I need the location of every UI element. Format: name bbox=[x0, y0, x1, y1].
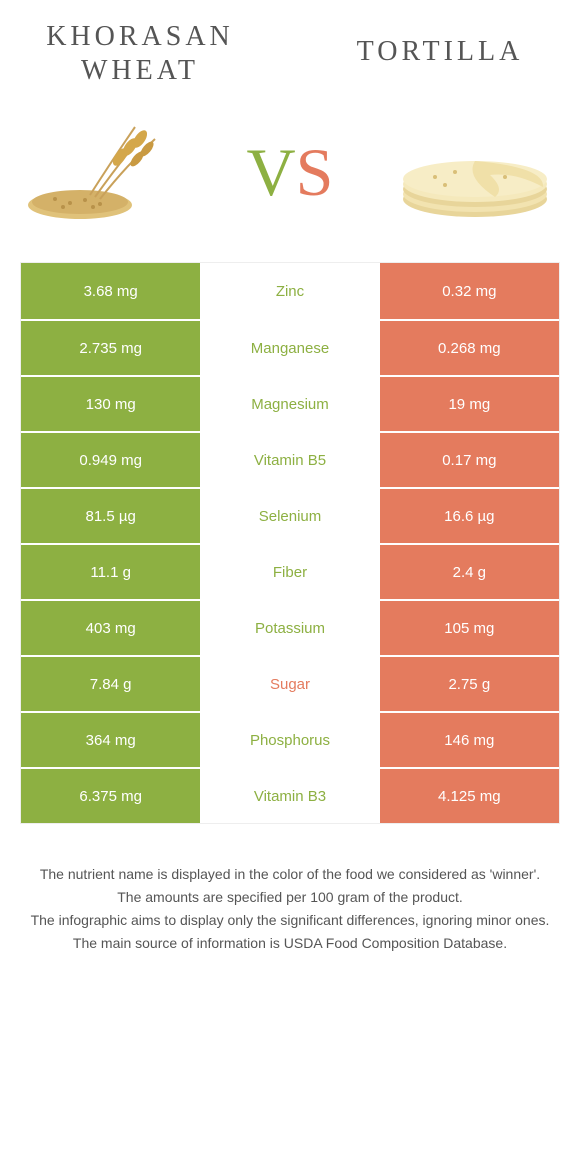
nutrient-label: Selenium bbox=[200, 489, 379, 543]
table-row: 81.5 µgSelenium16.6 µg bbox=[21, 487, 559, 543]
right-value: 16.6 µg bbox=[380, 489, 559, 543]
footer-line: The main source of information is USDA F… bbox=[30, 933, 550, 954]
nutrient-label: Manganese bbox=[200, 321, 379, 375]
right-value: 0.17 mg bbox=[380, 433, 559, 487]
right-value: 4.125 mg bbox=[380, 769, 559, 823]
footer-line: The infographic aims to display only the… bbox=[30, 910, 550, 931]
left-value: 11.1 g bbox=[21, 545, 200, 599]
nutrient-label: Vitamin B3 bbox=[200, 769, 379, 823]
left-value: 3.68 mg bbox=[21, 263, 200, 319]
nutrient-table: 3.68 mgZinc0.32 mg2.735 mgManganese0.268… bbox=[20, 262, 560, 824]
vs-v: V bbox=[247, 133, 296, 212]
nutrient-label: Fiber bbox=[200, 545, 379, 599]
tortilla-icon bbox=[390, 112, 560, 232]
table-row: 403 mgPotassium105 mg bbox=[21, 599, 559, 655]
nutrient-label: Potassium bbox=[200, 601, 379, 655]
right-value: 105 mg bbox=[380, 601, 559, 655]
nutrient-label: Phosphorus bbox=[200, 713, 379, 767]
vs-label: V S bbox=[247, 133, 334, 212]
table-row: 2.735 mgManganese0.268 mg bbox=[21, 319, 559, 375]
nutrient-label: Zinc bbox=[200, 263, 379, 319]
images-row: V S bbox=[20, 107, 560, 237]
right-value: 2.75 g bbox=[380, 657, 559, 711]
food-right-title: Tortilla bbox=[320, 20, 560, 69]
table-row: 130 mgMagnesium19 mg bbox=[21, 375, 559, 431]
infographic-container: Khorasan wheat Tortilla V S bbox=[0, 0, 580, 986]
table-row: 6.375 mgVitamin B34.125 mg bbox=[21, 767, 559, 823]
nutrient-label: Sugar bbox=[200, 657, 379, 711]
left-value: 0.949 mg bbox=[21, 433, 200, 487]
left-value: 81.5 µg bbox=[21, 489, 200, 543]
right-value: 0.32 mg bbox=[380, 263, 559, 319]
left-value: 403 mg bbox=[21, 601, 200, 655]
table-row: 0.949 mgVitamin B50.17 mg bbox=[21, 431, 559, 487]
left-value: 7.84 g bbox=[21, 657, 200, 711]
nutrient-label: Magnesium bbox=[200, 377, 379, 431]
left-value: 130 mg bbox=[21, 377, 200, 431]
table-row: 364 mgPhosphorus146 mg bbox=[21, 711, 559, 767]
header-titles: Khorasan wheat Tortilla bbox=[20, 20, 560, 87]
footer-notes: The nutrient name is displayed in the co… bbox=[20, 864, 560, 954]
footer-line: The nutrient name is displayed in the co… bbox=[30, 864, 550, 885]
right-value: 146 mg bbox=[380, 713, 559, 767]
right-value: 2.4 g bbox=[380, 545, 559, 599]
footer-line: The amounts are specified per 100 gram o… bbox=[30, 887, 550, 908]
right-value: 0.268 mg bbox=[380, 321, 559, 375]
nutrient-label: Vitamin B5 bbox=[200, 433, 379, 487]
food-left-title: Khorasan wheat bbox=[20, 20, 260, 87]
table-row: 3.68 mgZinc0.32 mg bbox=[21, 263, 559, 319]
left-value: 364 mg bbox=[21, 713, 200, 767]
left-value: 6.375 mg bbox=[21, 769, 200, 823]
table-row: 7.84 gSugar2.75 g bbox=[21, 655, 559, 711]
right-value: 19 mg bbox=[380, 377, 559, 431]
table-row: 11.1 gFiber2.4 g bbox=[21, 543, 559, 599]
wheat-icon bbox=[20, 112, 190, 232]
left-value: 2.735 mg bbox=[21, 321, 200, 375]
vs-s: S bbox=[296, 133, 334, 212]
